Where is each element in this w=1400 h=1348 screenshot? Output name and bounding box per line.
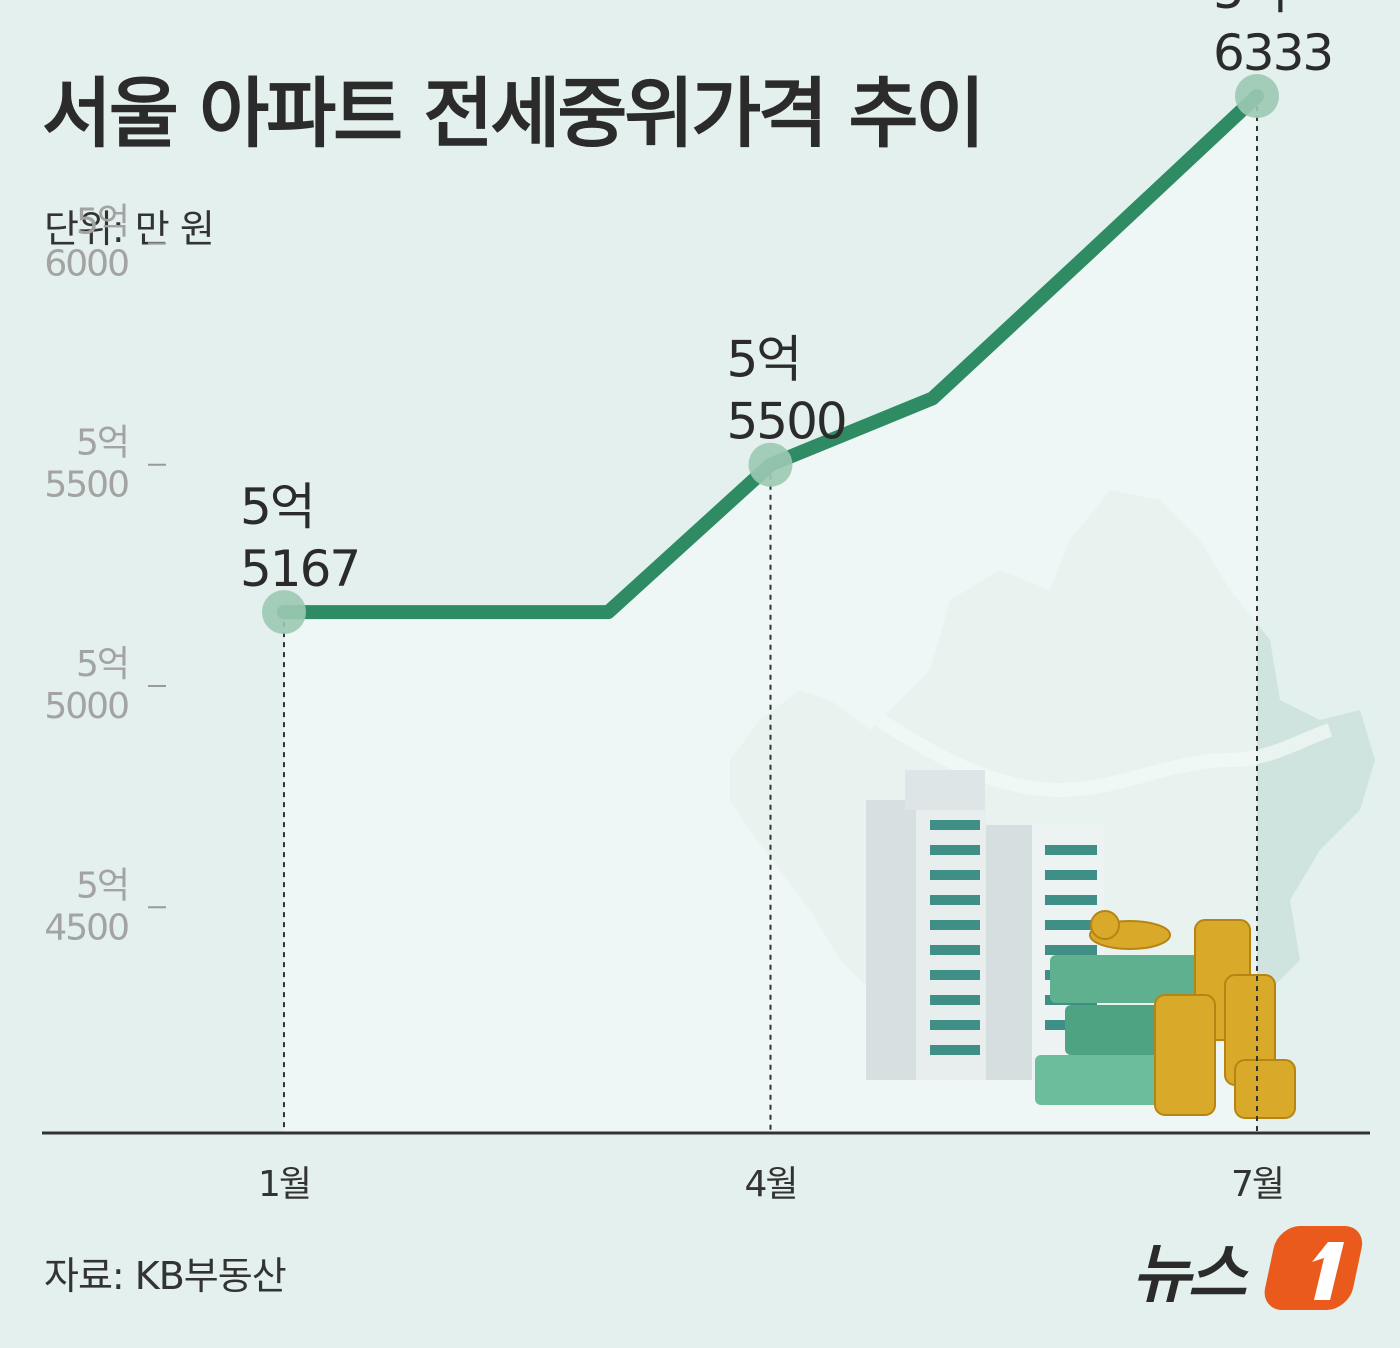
y-tick-label-top: 5억 — [76, 644, 128, 685]
news1-logo: 뉴스 — [1132, 1226, 1363, 1312]
point-label-top: 5억 — [727, 331, 801, 389]
point-label-value: 5167 — [240, 540, 359, 598]
y-tick-label-top: 5억 — [76, 423, 128, 464]
y-tick-label-top: 5억 — [76, 201, 128, 242]
x-tick-label: 4월 — [744, 1164, 796, 1205]
source-label: 자료: KB부동산 — [44, 1254, 287, 1298]
point-labels: 5억51675억55005억6333 — [240, 0, 1334, 598]
y-tick-label-bottom: 5500 — [44, 465, 128, 506]
chart-title: 서울 아파트 전세중위가격 추이 — [42, 69, 985, 158]
news1-logo-text: 뉴스 — [1132, 1238, 1249, 1312]
point-label-top: 5억 — [240, 478, 314, 536]
point-marker — [1235, 74, 1279, 119]
buildings-illustration — [866, 770, 1104, 1080]
unit-label: 단위: 만 원 — [44, 207, 215, 251]
y-tick-label-bottom: 5000 — [44, 686, 128, 727]
point-markers — [262, 74, 1279, 635]
point-marker — [748, 442, 793, 487]
x-tick-label: 1월 — [258, 1164, 310, 1205]
point-label-value: 5500 — [727, 393, 846, 451]
point-marker — [262, 590, 306, 635]
y-tick-label-top: 5억 — [76, 865, 128, 906]
point-label-value: 6333 — [1213, 24, 1332, 82]
point-label-top: 5억 — [1213, 0, 1287, 20]
x-axis-ticks: 1월 4월 7월 — [258, 1164, 1285, 1205]
x-tick-label: 7월 — [1231, 1164, 1283, 1205]
y-tick-label-bottom: 6000 — [44, 243, 128, 284]
money-illustration — [1035, 910, 1296, 1119]
point-droplines — [283, 96, 1258, 1133]
y-tick-label-bottom: 4500 — [44, 907, 128, 948]
